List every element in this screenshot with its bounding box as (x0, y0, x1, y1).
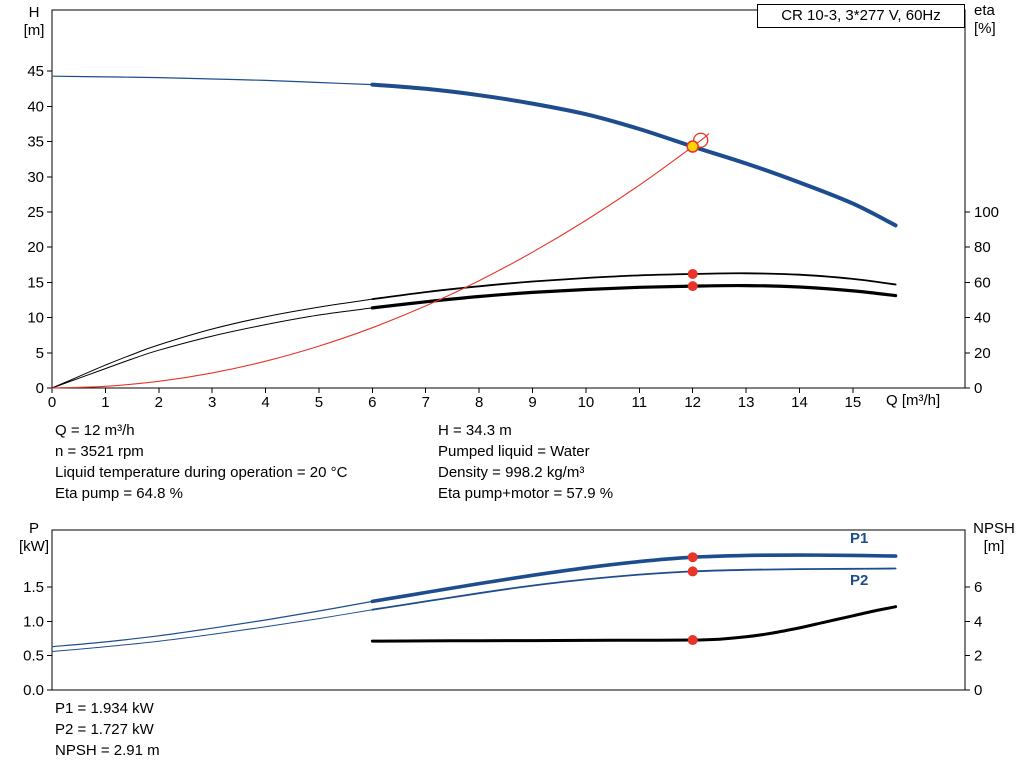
tick-label: 14 (791, 394, 808, 411)
power-npsh-chart: 0.0 0.5 1.0 1.5 0 2 4 6 (23, 529, 982, 699)
info-top-right: H = 34.3 m Pumped liquid = Water Density… (438, 420, 613, 504)
axis-title-pct: [%] (974, 20, 996, 37)
tick-label: 0 (974, 380, 982, 397)
head-eta-chart: 0 1 2 3 4 5 6 7 8 9 10 11 12 13 14 15051015202530354045… (27, 9, 999, 411)
info-line-temp: Liquid temperature during operation = 20… (55, 464, 348, 481)
tick-label: 40 (974, 310, 991, 327)
tick-label: 4 (261, 394, 269, 411)
axis-title-m2: [m] (983, 538, 1005, 555)
system-curve (51, 133, 710, 389)
tick-label: 100 (974, 204, 999, 221)
info-line-p1: P1 = 1.934 kW (55, 700, 154, 717)
tick-label: 15 (845, 394, 862, 411)
plot-frame (51, 9, 966, 389)
p1-point (687, 552, 698, 563)
axis-title-eta: eta (974, 2, 995, 19)
p2-curve-thick (371, 567, 897, 611)
plot-frame (51, 529, 966, 691)
info-line-eta-motor: Eta pump+motor = 57.9 % (438, 485, 614, 502)
duty-point (686, 140, 699, 153)
tick-label: 0.5 (23, 648, 44, 665)
tick-label: 2 (155, 394, 163, 411)
eta-pump-motor-curve-thick (370, 283, 898, 310)
npsh-curve (370, 605, 898, 643)
info-line-eta-pump: Eta pump = 64.8 % (55, 485, 183, 502)
tick-label: 0.0 (23, 682, 44, 699)
tick-label: 10 (578, 394, 595, 411)
tick-label: 11 (632, 394, 648, 411)
p2-curve-thin (51, 609, 373, 652)
tick-label: 6 (368, 394, 376, 411)
npsh-point (687, 635, 698, 646)
y-left-axis-title-bottom: P [kW] (12, 520, 56, 556)
p2-point (687, 566, 698, 577)
axis-title-h: H (28, 4, 40, 21)
tick-label: 6 (974, 579, 982, 596)
tick-label: 12 (684, 394, 701, 411)
tick-label: 0 (36, 380, 44, 397)
tick-label: 4 (974, 613, 982, 630)
tick-label: 7 (422, 394, 430, 411)
tick-label: 25 (27, 204, 44, 221)
p1-curve-thick (370, 553, 898, 604)
x-axis-title: Q [m³/h] (886, 392, 941, 409)
tick-label: 5 (36, 345, 44, 362)
tick-label: 1.0 (23, 613, 44, 630)
tick-label: 10 (27, 310, 44, 327)
p1-series-label: P1 (850, 530, 869, 547)
eta-pump-motor-curve-thin (51, 307, 373, 389)
info-line-q: Q = 12 m³/h (55, 422, 135, 439)
tick-label: 3 (208, 394, 216, 411)
tick-label: 0 (48, 394, 56, 411)
tick-label: 1 (101, 394, 109, 411)
head-curve-thick (370, 82, 898, 228)
tick-label: 9 (528, 394, 536, 411)
axis-title-p: P (28, 520, 39, 537)
head-curve-thin (51, 75, 373, 86)
tick-label: 30 (27, 169, 44, 186)
tick-label: 0 (974, 682, 982, 699)
tick-label: 13 (738, 394, 755, 411)
info-line-liquid: Pumped liquid = Water (438, 443, 590, 460)
y-left-axis-title-top: H [m] (14, 4, 54, 40)
tick-label: 5 (315, 394, 323, 411)
y-right-axis-title-bottom: NPSH [m] (966, 520, 1022, 556)
info-line-npsh: NPSH = 2.91 m (55, 742, 160, 759)
tick-label: 60 (974, 274, 991, 291)
pump-type-box: CR 10-3, 3*277 V, 60Hz (757, 4, 965, 28)
tick-label: 45 (27, 63, 44, 80)
tick-label: 80 (974, 239, 991, 256)
tick-label: 20 (27, 239, 44, 256)
info-bottom: P1 = 1.934 kW P2 = 1.727 kW NPSH = 2.91 … (55, 698, 160, 761)
eta-pump-motor-point (687, 281, 698, 292)
info-line-n: n = 3521 rpm (55, 443, 144, 460)
tick-label: 2 (974, 648, 982, 665)
info-line-p2: P2 = 1.727 kW (55, 721, 154, 738)
info-line-density: Density = 998.2 kg/m³ (438, 464, 585, 481)
rated-point-ring (693, 132, 709, 148)
p2-series-label: P2 (850, 572, 869, 589)
p1-curve-thin (51, 600, 373, 648)
tick-label: 35 (27, 134, 44, 151)
tick-label: 1.5 (23, 579, 44, 596)
tick-label: 8 (475, 394, 483, 411)
axis-title-m: [m] (23, 22, 45, 39)
tick-label: 15 (27, 274, 44, 291)
info-line-h: H = 34.3 m (438, 422, 512, 439)
y-right-axis-title-top: eta [%] (974, 2, 996, 38)
tick-label: 20 (974, 345, 991, 362)
axis-title-kw: [kW] (19, 538, 49, 555)
eta-pump-curve-thin (51, 298, 373, 389)
eta-pump-point (687, 268, 698, 279)
tick-label: 40 (27, 98, 44, 115)
axis-title-npsh: NPSH (973, 520, 1015, 537)
info-top-left: Q = 12 m³/h n = 3521 rpm Liquid temperat… (55, 420, 347, 504)
